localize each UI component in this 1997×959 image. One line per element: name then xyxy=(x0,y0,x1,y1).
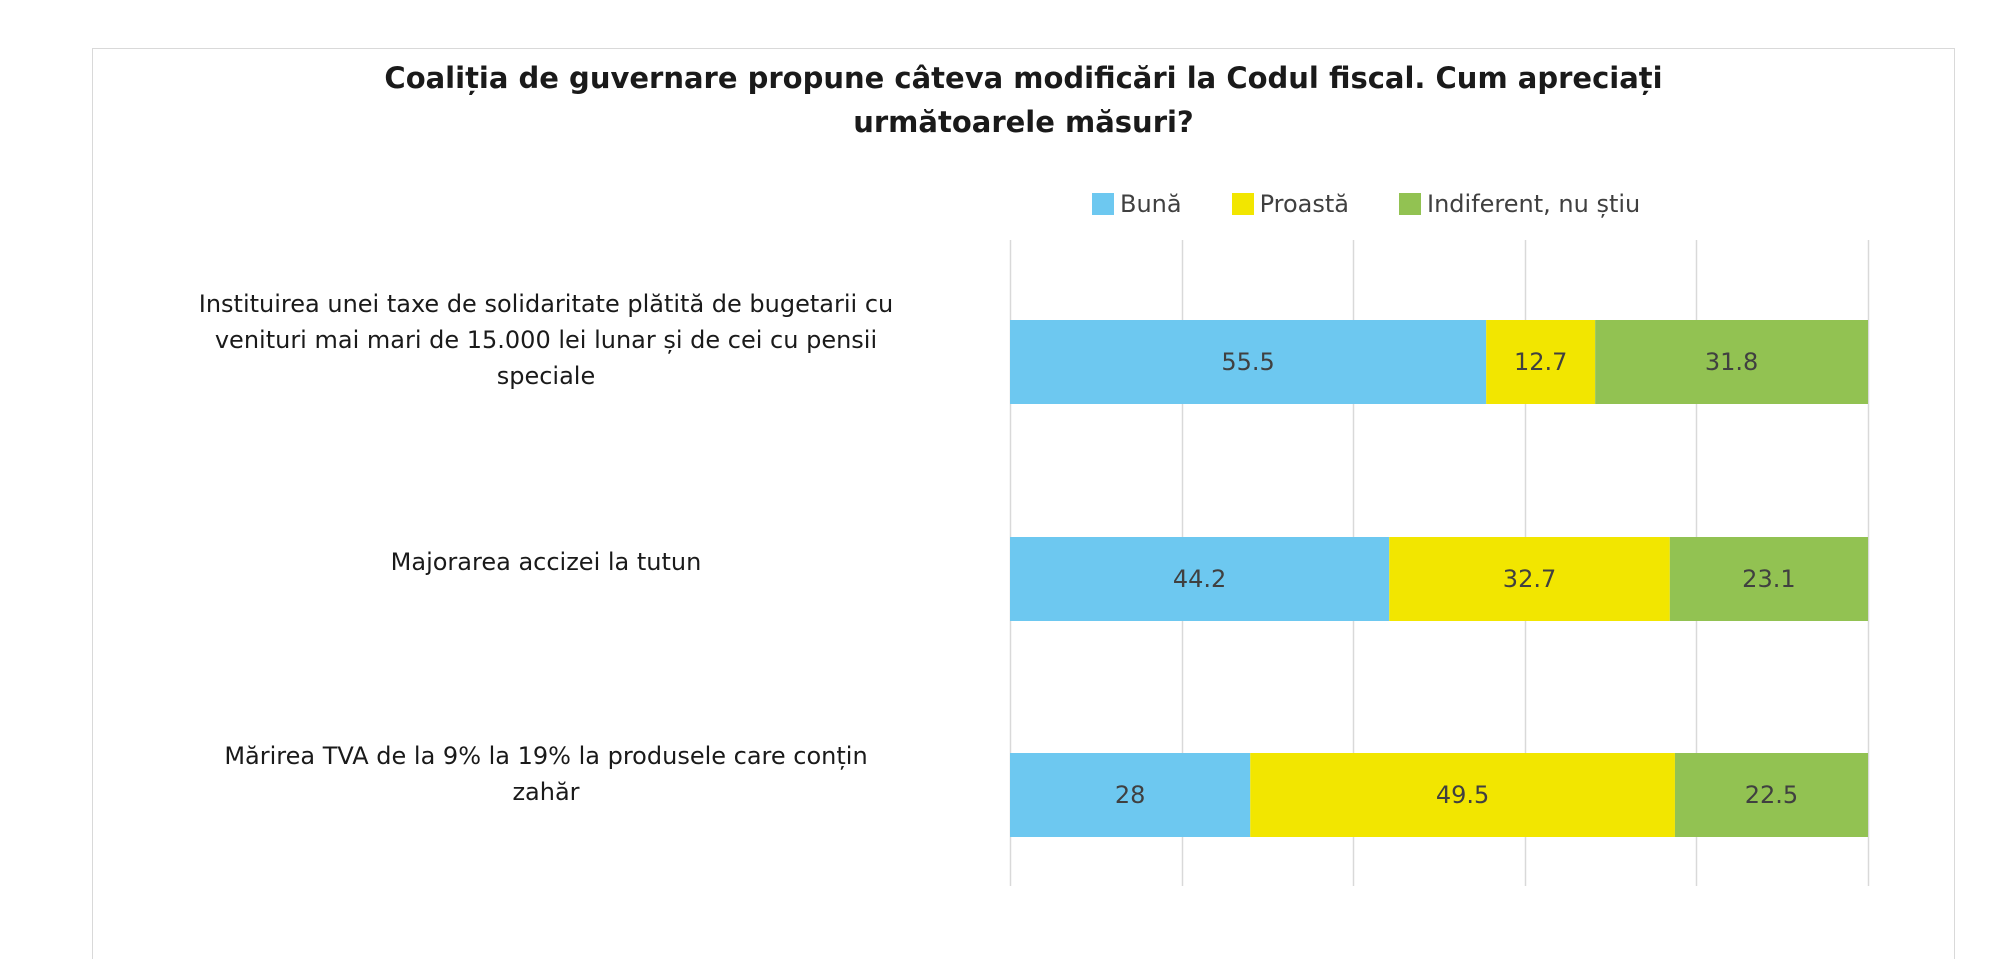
data-label-2-2: 22.5 xyxy=(1745,781,1798,809)
category-label-0-line-0: Instituirea unei taxe de solidaritate pl… xyxy=(198,290,894,318)
bar-segment-1-2 xyxy=(1669,537,1868,621)
chart-frame xyxy=(92,48,1955,959)
category-label-2-line-1: zahăr xyxy=(512,778,580,806)
bar-segment-0-0 xyxy=(1010,320,1487,404)
bar-segment-2-0 xyxy=(1010,753,1251,837)
category-label-0-line-1: venituri mai mari de 15.000 lei lunar și… xyxy=(214,326,878,354)
data-label-1-2: 23.1 xyxy=(1742,565,1795,593)
bar-segment-2-1 xyxy=(1250,753,1675,837)
bar-segment-2-2 xyxy=(1674,753,1868,837)
chart-title: Coaliția de guvernare propune câteva mod… xyxy=(92,56,1955,144)
data-label-0-0: 55.5 xyxy=(1221,348,1274,376)
legend-item-indiferent: Indiferent, nu știu xyxy=(1399,190,1640,218)
legend-label-proasta: Proastă xyxy=(1259,190,1349,218)
legend-swatch-buna xyxy=(1092,193,1114,215)
chart-legend: Bună Proastă Indiferent, nu știu xyxy=(1092,188,1640,220)
data-label-0-2: 31.8 xyxy=(1705,348,1758,376)
legend-label-indiferent: Indiferent, nu știu xyxy=(1427,190,1641,218)
category-label-2-line-0: Mărirea TVA de la 9% la 19% la produsele… xyxy=(224,742,868,770)
bar-segment-0-2 xyxy=(1595,320,1868,404)
data-label-1-0: 44.2 xyxy=(1173,565,1226,593)
chart-title-line-1: Coaliția de guvernare propune câteva mod… xyxy=(384,61,1663,95)
data-label-0-1: 12.7 xyxy=(1514,348,1567,376)
legend-item-buna: Bună xyxy=(1092,190,1182,218)
legend-swatch-proasta xyxy=(1231,193,1254,215)
category-label-2: Mărirea TVA de la 9% la 19% la produsele… xyxy=(96,738,996,810)
bar-segment-1-1 xyxy=(1389,537,1670,621)
chart-title-line-2: următoarele măsuri? xyxy=(853,105,1194,139)
category-label-1-line-0: Majorarea accizei la tutun xyxy=(390,548,702,576)
category-label-0: Instituirea unei taxe de solidaritate pl… xyxy=(96,286,996,394)
data-label-1-1: 32.7 xyxy=(1503,565,1556,593)
category-label-0-line-2: speciale xyxy=(496,362,596,390)
data-label-2-0: 28 xyxy=(1115,781,1146,809)
category-label-1: Majorarea accizei la tutun xyxy=(96,544,996,580)
bar-segment-1-0 xyxy=(1010,537,1390,621)
data-label-2-1: 49.5 xyxy=(1436,781,1489,809)
legend-label-buna: Bună xyxy=(1120,190,1182,218)
bar-segment-0-1 xyxy=(1486,320,1596,404)
legend-swatch-indiferent xyxy=(1399,193,1421,215)
legend-item-proasta: Proastă xyxy=(1231,190,1349,218)
